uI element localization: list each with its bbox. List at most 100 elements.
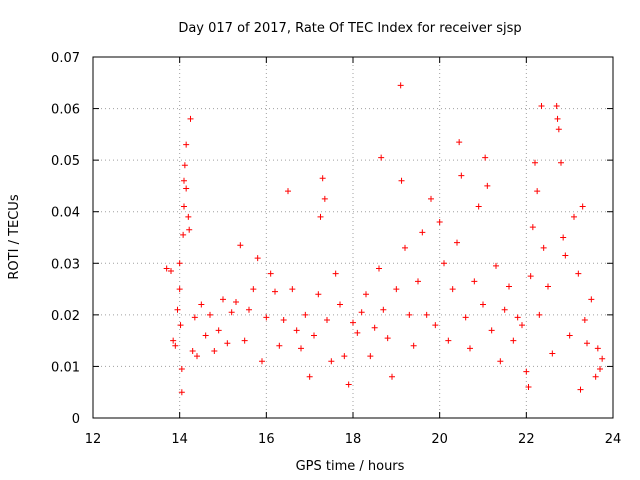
data-point (532, 159, 538, 166)
data-point (536, 311, 543, 318)
data-point (186, 226, 193, 233)
data-point (397, 82, 404, 89)
data-point (224, 340, 231, 347)
data-point (406, 311, 413, 318)
data-point (456, 139, 463, 146)
data-point (194, 353, 200, 360)
data-point (519, 322, 525, 329)
data-point (250, 286, 257, 293)
data-point (174, 306, 181, 313)
data-point (428, 195, 434, 202)
x-tick-label: 20 (431, 432, 448, 447)
data-point (534, 188, 541, 195)
data-point (178, 366, 185, 373)
data-point (506, 283, 512, 290)
data-point (180, 231, 187, 238)
data-point (523, 368, 530, 375)
data-point (324, 317, 330, 324)
data-point (445, 337, 452, 344)
data-point (398, 177, 405, 184)
data-point (432, 322, 439, 329)
data-point (436, 219, 443, 226)
data-point (198, 301, 205, 308)
data-point (237, 242, 244, 249)
data-point (183, 185, 190, 192)
data-point (562, 252, 569, 259)
data-point (317, 213, 324, 220)
data-point (577, 386, 584, 393)
data-point (378, 154, 385, 161)
data-point (419, 229, 426, 236)
data-point (207, 311, 213, 318)
data-point (597, 366, 603, 373)
data-point (497, 358, 504, 365)
data-point (525, 384, 532, 391)
data-point (228, 309, 235, 316)
data-point (345, 381, 352, 388)
data-point (575, 270, 582, 277)
data-point (454, 239, 460, 246)
x-tick-label: 12 (85, 432, 102, 447)
data-point (367, 353, 374, 360)
data-point (181, 177, 187, 184)
data-point (527, 273, 534, 280)
data-point (588, 296, 595, 303)
y-tick-label: 0.05 (51, 154, 80, 169)
data-point (285, 188, 291, 195)
data-point (272, 288, 278, 295)
y-tick-label: 0.03 (51, 257, 80, 272)
data-point (449, 286, 456, 293)
data-point (189, 347, 196, 354)
data-point (183, 141, 190, 148)
data-point (168, 268, 174, 275)
data-point (350, 319, 356, 326)
data-point (423, 311, 430, 318)
data-point (163, 265, 170, 272)
data-point (246, 306, 252, 313)
data-point (289, 286, 296, 293)
data-point (315, 291, 322, 298)
data-point (389, 373, 395, 380)
data-point (363, 291, 369, 298)
data-point (263, 314, 270, 321)
data-point (529, 224, 536, 231)
chart-title: Day 017 of 2017, Rate Of TEC Index for r… (178, 21, 521, 36)
data-point (241, 337, 248, 344)
data-point (233, 298, 239, 305)
y-tick-label: 0.04 (51, 206, 80, 221)
data-point (185, 213, 192, 220)
y-axis-label: ROTI / TECUs (7, 194, 22, 279)
data-point (302, 311, 309, 318)
y-tick-label: 0 (72, 412, 80, 427)
data-point (462, 314, 469, 321)
data-point (493, 262, 499, 269)
data-point (380, 306, 387, 313)
data-point (501, 306, 508, 313)
data-point (337, 301, 343, 308)
data-point (187, 115, 194, 122)
data-point (170, 337, 177, 344)
data-point (215, 327, 222, 334)
x-axis-label: GPS time / hours (296, 459, 405, 474)
data-point (584, 340, 590, 347)
x-tick-label: 18 (345, 432, 362, 447)
data-point (410, 342, 417, 349)
data-point (328, 358, 335, 365)
data-point (554, 115, 561, 122)
grid-lines (93, 57, 613, 418)
data-points (163, 82, 606, 396)
data-point (467, 345, 473, 352)
data-point (376, 265, 382, 272)
data-point (482, 154, 489, 161)
data-point (538, 102, 545, 109)
data-point (293, 327, 300, 334)
data-point (402, 244, 408, 251)
x-tick-label: 22 (518, 432, 535, 447)
data-point (553, 102, 560, 109)
data-point (475, 203, 482, 210)
data-point (592, 373, 599, 380)
data-point (488, 327, 495, 334)
data-point (259, 358, 265, 365)
data-point (191, 314, 198, 321)
data-point (471, 278, 478, 285)
